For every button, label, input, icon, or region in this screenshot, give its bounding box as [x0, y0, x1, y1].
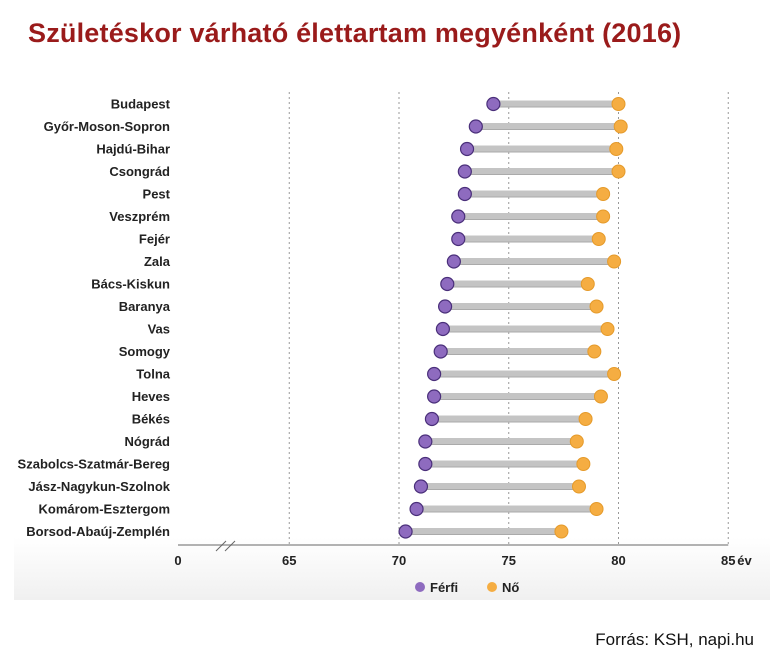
category-label: Veszprém	[109, 209, 170, 224]
male-point	[413, 479, 429, 494]
female-point	[607, 367, 622, 381]
category-label: Fejér	[139, 232, 170, 247]
category-label: Borsod-Abaúj-Zemplén	[26, 524, 170, 539]
male-point	[409, 501, 424, 517]
male-point	[457, 186, 472, 202]
category-label: Szabolcs-Szatmár-Bereg	[18, 457, 170, 472]
female-point	[576, 457, 591, 471]
x-tick-label: 80	[611, 553, 625, 568]
male-point	[446, 254, 461, 269]
female-point	[596, 187, 611, 201]
category-label: Budapest	[111, 97, 171, 112]
male-point	[459, 141, 475, 157]
x-tick-label: 65	[282, 553, 296, 568]
x-tick-label: 70	[392, 553, 406, 568]
male-point	[418, 456, 433, 472]
female-point	[571, 479, 586, 494]
male-point	[418, 434, 433, 449]
male-point	[433, 344, 448, 359]
male-point	[468, 119, 483, 134]
female-point	[611, 97, 626, 111]
chart-panel	[14, 80, 770, 600]
category-label: Békés	[132, 412, 170, 427]
female-point	[609, 142, 624, 156]
male-point	[427, 389, 442, 404]
female-point	[607, 254, 622, 269]
legend-marker-male	[415, 582, 425, 592]
male-point	[398, 524, 413, 539]
category-label: Vas	[148, 322, 170, 337]
legend-marker-female	[487, 582, 497, 592]
female-point	[600, 322, 615, 336]
x-tick-label: 85	[721, 553, 735, 568]
category-label: Nógrád	[125, 434, 171, 449]
category-label: Zala	[144, 254, 171, 269]
female-point	[591, 232, 606, 246]
source-note: Forrás: KSH, napi.hu	[595, 630, 754, 649]
category-label: Bács-Kiskun	[91, 277, 170, 292]
category-label: Tolna	[136, 367, 170, 382]
male-point	[457, 164, 472, 179]
axis-break-mark	[224, 540, 236, 552]
male-point	[435, 321, 450, 337]
male-point	[451, 209, 466, 224]
female-point	[580, 277, 595, 291]
female-point	[593, 389, 608, 404]
x-unit-label: év	[737, 553, 752, 568]
category-label: Hajdú-Bihar	[96, 142, 170, 157]
female-point	[554, 524, 569, 539]
category-label: Pest	[143, 187, 171, 202]
female-point	[589, 299, 604, 314]
x-tick-label: 0	[174, 553, 181, 568]
male-point	[424, 411, 440, 427]
category-label: Jász-Nagykun-Szolnok	[28, 479, 170, 494]
category-label: Heves	[132, 389, 170, 404]
female-point	[587, 344, 602, 359]
category-label: Győr-Moson-Sopron	[44, 119, 170, 134]
chart-title: Születéskor várható élettartam megyénkén…	[28, 18, 682, 48]
category-label: Komárom-Esztergom	[39, 502, 170, 517]
female-point	[596, 209, 611, 224]
axis-break-mark	[215, 540, 227, 552]
x-tick-label: 75	[502, 553, 516, 568]
category-label: Somogy	[119, 344, 171, 359]
legend-label-female: Nő	[502, 580, 519, 595]
male-point	[451, 231, 466, 247]
male-point	[486, 96, 501, 112]
female-point	[589, 502, 604, 516]
legend-label-male: Férfi	[430, 580, 458, 595]
female-point	[611, 164, 626, 179]
female-point	[613, 119, 628, 134]
male-point	[440, 276, 455, 292]
category-label: Csongrád	[109, 164, 170, 179]
female-point	[578, 412, 593, 426]
female-point	[569, 434, 584, 449]
category-label: Baranya	[119, 299, 171, 314]
male-point	[437, 299, 453, 314]
male-point	[427, 366, 442, 382]
